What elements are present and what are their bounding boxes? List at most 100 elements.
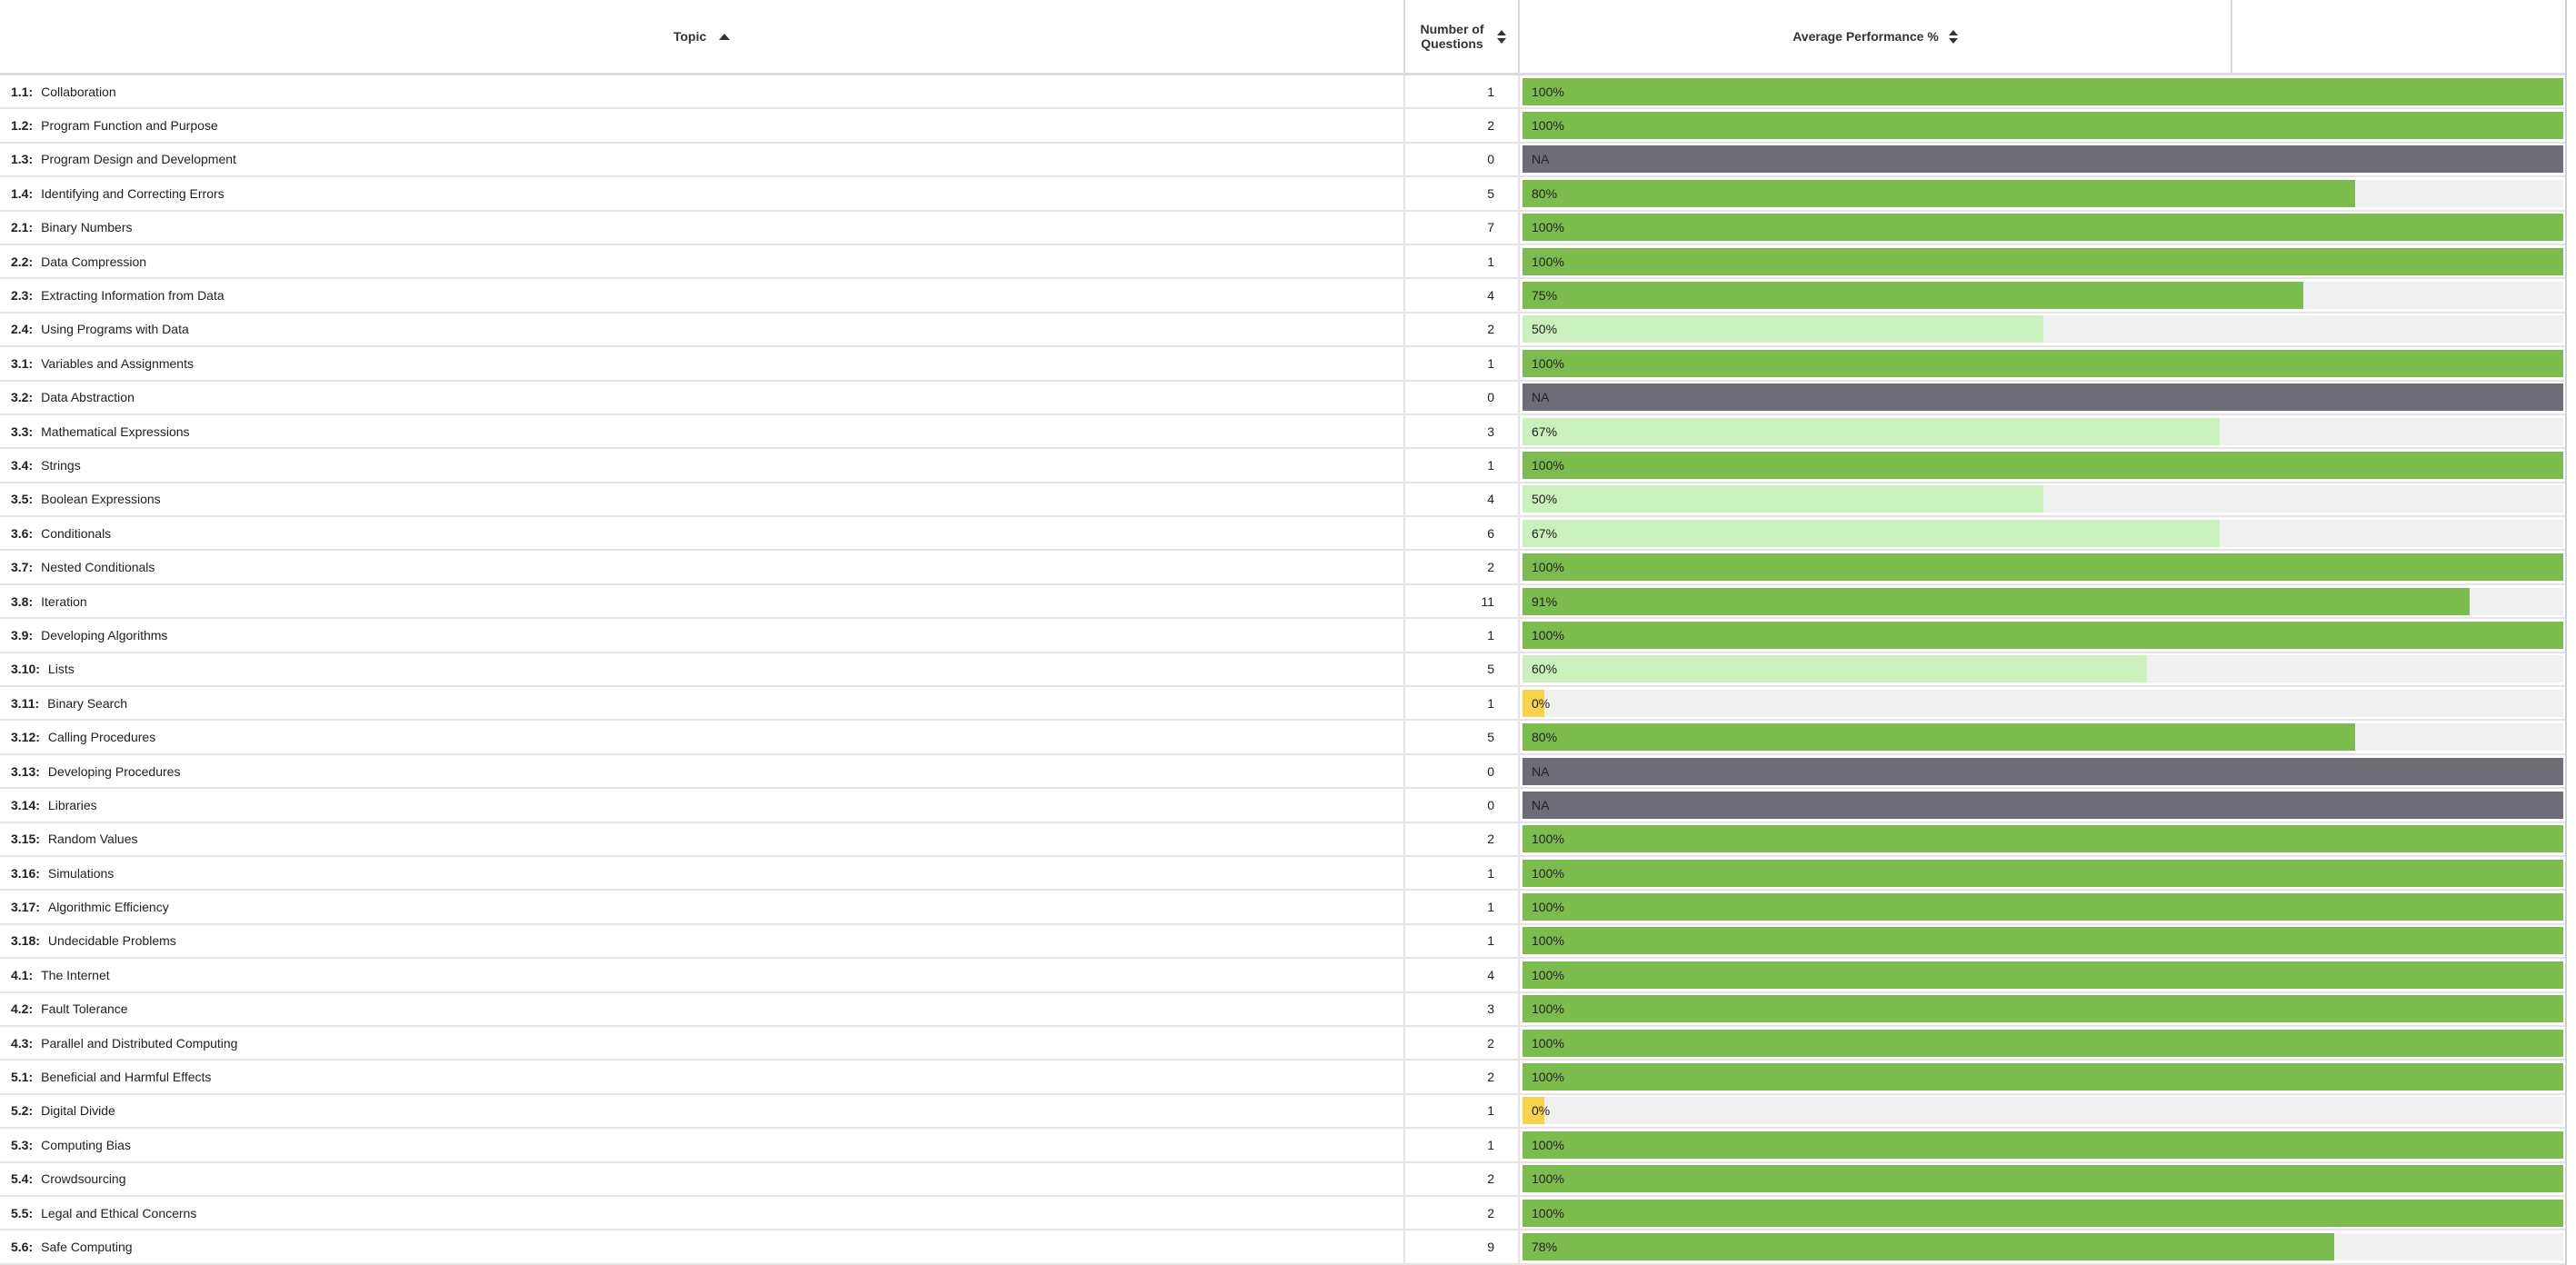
performance-value-label: NA [1532, 152, 1550, 167]
topic-code: 5.5: [11, 1205, 34, 1220]
topic-code: 2.1: [11, 220, 34, 235]
topic-cell: 3.11: Binary Search [0, 687, 1403, 719]
topic-code: 5.1: [11, 1070, 34, 1085]
table-row: 3.1: Variables and Assignments 1 100% [0, 347, 2565, 382]
performance-value-label: NA [1532, 763, 1550, 779]
performance-bar-track: 100% [1523, 825, 2563, 853]
performance-bar [1523, 417, 2221, 445]
topic-cell: 2.2: Data Compression [0, 245, 1403, 277]
topic-name: Data Compression [41, 254, 147, 269]
topic-code: 3.11: [11, 695, 40, 711]
performance-bar-track: 100% [1523, 214, 2563, 242]
performance-bar [1523, 961, 2563, 989]
topic-name: Libraries [47, 797, 97, 812]
topic-code: 3.6: [11, 525, 34, 541]
performance-value-label: 0% [1532, 1103, 1551, 1119]
performance-bar [1523, 1232, 2335, 1260]
column-header-topic[interactable]: Topic [0, 0, 1403, 73]
topic-cell: 1.1: Collaboration [0, 75, 1403, 107]
question-count-cell: 1 [1403, 347, 1520, 380]
performance-cell: 100% [1520, 1027, 2565, 1059]
question-count-cell: 11 [1403, 584, 1520, 618]
topic-cell: 5.4: Crowdsourcing [0, 1163, 1403, 1195]
performance-bar [1523, 791, 2563, 819]
topic-name: Program Function and Purpose [41, 118, 218, 134]
performance-bar [1523, 1199, 2563, 1227]
topic-cell: 1.2: Program Function and Purpose [0, 109, 1403, 141]
topic-cell: 4.3: Parallel and Distributed Computing [0, 1027, 1403, 1059]
topic-cell: 3.3: Mathematical Expressions [0, 415, 1403, 447]
topic-cell: 3.2: Data Abstraction [0, 382, 1403, 413]
performance-value-label: 100% [1532, 1035, 1564, 1051]
question-count-cell: 0 [1403, 381, 1520, 413]
performance-bar [1523, 145, 2563, 174]
topic-code: 3.3: [11, 423, 34, 439]
performance-bar [1523, 995, 2563, 1023]
topic-cell: 3.5: Boolean Expressions [0, 483, 1403, 515]
topic-code: 5.3: [11, 1137, 34, 1152]
topic-code: 2.4: [11, 322, 34, 337]
table-row: 3.12: Calling Procedures 5 80% [0, 721, 2565, 755]
topic-code: 3.5: [11, 492, 34, 507]
performance-cell: 100% [1520, 1197, 2565, 1229]
topic-cell: 3.7: Nested Conditionals [0, 551, 1403, 583]
question-count-cell: 4 [1403, 483, 1520, 516]
topic-cell: 2.3: Extracting Information from Data [0, 279, 1403, 311]
performance-bar-track: 67% [1523, 519, 2563, 547]
table-header-row: Topic Number of Questions Average Perfor… [0, 0, 2565, 75]
question-count-cell: 0 [1403, 143, 1520, 176]
topic-code: 5.2: [11, 1103, 34, 1119]
topic-code: 3.10: [11, 662, 40, 677]
topic-name: Boolean Expressions [41, 492, 161, 507]
question-count-cell: 1 [1403, 244, 1520, 278]
performance-value-label: 100% [1532, 560, 1564, 575]
performance-value-label: 100% [1532, 1205, 1564, 1220]
topic-code: 3.12: [11, 730, 40, 745]
question-count-cell: 2 [1403, 822, 1520, 855]
topic-code: 2.2: [11, 254, 34, 269]
question-count-cell: 7 [1403, 211, 1520, 244]
topic-code: 3.18: [11, 933, 40, 949]
topic-code: 5.6: [11, 1239, 34, 1254]
topic-name: Program Design and Development [41, 152, 236, 167]
performance-cell: 100% [1520, 75, 2565, 107]
performance-cell: 60% [1520, 653, 2565, 685]
topic-cell: 1.4: Identifying and Correcting Errors [0, 177, 1403, 209]
performance-bar [1523, 893, 2563, 921]
topic-cell: 3.17: Algorithmic Efficiency [0, 891, 1403, 922]
topic-cell: 3.16: Simulations [0, 857, 1403, 889]
column-header-average-performance[interactable]: Average Performance % [1520, 0, 2232, 73]
table-body: 1.1: Collaboration 1 100% 1.2: Program F… [0, 75, 2565, 1265]
performance-value-label: NA [1532, 797, 1550, 812]
topic-name: Computing Bias [41, 1137, 131, 1152]
performance-bar-track: NA [1523, 145, 2563, 174]
topic-code: 4.2: [11, 1001, 34, 1017]
topic-name: Identifying and Correcting Errors [41, 185, 225, 201]
performance-bar-track: 50% [1523, 315, 2563, 344]
table-row: 3.8: Iteration 11 91% [0, 584, 2565, 620]
question-count-cell: 1 [1403, 1094, 1520, 1128]
table-row: 1.2: Program Function and Purpose 2 100% [0, 109, 2565, 144]
table-row: 2.3: Extracting Information from Data 4 … [0, 279, 2565, 314]
question-count-cell: 9 [1403, 1230, 1520, 1263]
performance-value-label: 100% [1532, 1137, 1564, 1152]
performance-value-label: 100% [1532, 900, 1564, 915]
topic-name: Using Programs with Data [41, 322, 189, 337]
topic-cell: 3.10: Lists [0, 653, 1403, 685]
performance-cell: 100% [1520, 993, 2565, 1025]
performance-cell: 67% [1520, 415, 2565, 447]
topic-code: 3.1: [11, 355, 34, 371]
column-header-number-of-questions[interactable]: Number of Questions [1403, 0, 1520, 73]
performance-bar-track: 60% [1523, 655, 2563, 683]
performance-cell: 91% [1520, 585, 2565, 617]
performance-cell: 100% [1520, 449, 2565, 481]
topic-name: Collaboration [41, 84, 116, 99]
performance-bar-track: 100% [1523, 1063, 2563, 1091]
performance-value-label: 67% [1532, 525, 1558, 541]
performance-bar [1523, 349, 2563, 377]
performance-value-label: 50% [1532, 492, 1558, 507]
performance-bar-track: 100% [1523, 1199, 2563, 1227]
topic-name: Nested Conditionals [41, 560, 155, 575]
performance-bar-track: 100% [1523, 859, 2563, 887]
question-count-cell: 2 [1403, 109, 1520, 142]
